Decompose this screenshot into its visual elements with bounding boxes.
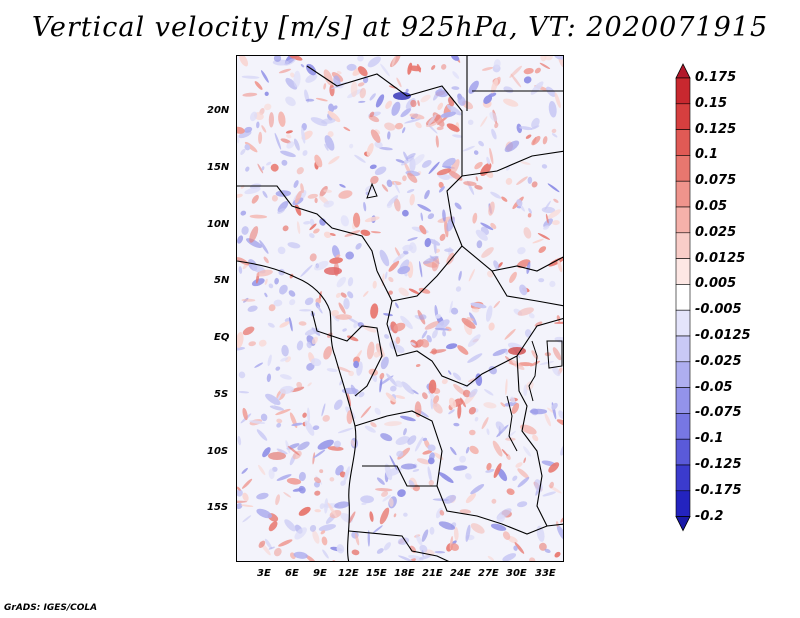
colorbar-label: 0.15 — [695, 95, 728, 111]
colorbar-cell — [675, 129, 691, 156]
colorbar-label: 0.05 — [695, 199, 728, 214]
chart-title: Vertical velocity [m/s] at 925hPa, VT: 2… — [31, 12, 769, 43]
colorbar-cell — [675, 464, 691, 492]
lat-label: 10S — [207, 446, 229, 457]
lat-label: 5N — [214, 275, 230, 286]
colorbar-cell — [675, 77, 691, 105]
colorbar-label: 0.0125 — [695, 250, 746, 266]
lat-label: 15S — [207, 502, 229, 513]
lat-label: EQ — [214, 332, 230, 343]
colorbar-cell — [675, 103, 691, 130]
colorbar-label: 0.075 — [695, 173, 737, 189]
colorbar-cell — [675, 335, 691, 363]
lon-label: 21E — [422, 568, 443, 579]
colorbar-cell — [675, 361, 691, 388]
colorbar-cell — [675, 413, 691, 440]
colorbar-cell — [675, 284, 691, 311]
colorbar-label: -0.05 — [695, 379, 733, 395]
colorbar-label: -0.125 — [695, 457, 742, 472]
lon-label: 33E — [535, 568, 556, 579]
lon-label: 18E — [394, 568, 415, 579]
lat-label: 5S — [214, 389, 229, 400]
colorbar-label: 0.175 — [695, 70, 737, 85]
lon-label: 24E — [450, 568, 471, 579]
colorbar-label: 0.1 — [695, 147, 719, 163]
colorbar-cell — [675, 206, 691, 234]
colorbar-label: -0.0125 — [695, 328, 751, 343]
colorbar-label: -0.025 — [695, 353, 742, 369]
country-borders — [237, 56, 563, 561]
lon-label: 6E — [285, 568, 299, 579]
colorbar-cell — [675, 155, 691, 182]
lon-label: 27E — [478, 568, 499, 579]
colorbar-cell — [675, 258, 691, 285]
lon-label: 30E — [506, 568, 527, 579]
lon-label: 15E — [366, 568, 387, 579]
lon-label: 9E — [313, 568, 327, 579]
lon-label: 12E — [338, 568, 359, 579]
colorbar-cell — [675, 490, 691, 517]
lakes — [366, 182, 563, 452]
colorbar-cell — [675, 438, 691, 466]
lat-label: 10N — [207, 219, 230, 230]
colorbar-label: 0.125 — [695, 121, 737, 137]
grads-credit: GrADS: IGES/COLA — [4, 603, 98, 613]
colorbar-label: -0.075 — [695, 405, 742, 421]
colorbar-label: 0.005 — [695, 276, 737, 292]
colorbar-label: -0.2 — [695, 508, 724, 524]
colorbar-cell — [675, 309, 691, 337]
lat-label: 20N — [207, 105, 230, 116]
colorbar-label: -0.005 — [695, 302, 742, 318]
map-panel — [236, 55, 564, 562]
lon-label: 3E — [257, 568, 271, 579]
colorbar-cell — [675, 180, 691, 208]
colorbar-arrow-bottom — [675, 516, 691, 532]
vertical-velocity-field — [237, 56, 563, 561]
colorbar-cell — [675, 232, 691, 259]
colorbar-label: -0.1 — [695, 431, 724, 447]
colorbar-label: 0.025 — [695, 224, 737, 240]
colorbar-cell — [675, 387, 691, 414]
colorbar-arrow-top — [675, 63, 691, 79]
colorbar-label: -0.175 — [695, 482, 742, 498]
lat-label: 15N — [207, 162, 230, 173]
